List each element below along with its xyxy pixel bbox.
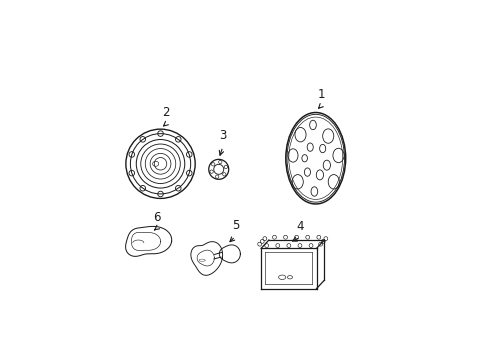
- Text: 1: 1: [317, 89, 325, 102]
- Text: 5: 5: [231, 219, 239, 232]
- Text: 3: 3: [219, 130, 226, 143]
- Text: 6: 6: [153, 211, 161, 224]
- Text: 4: 4: [296, 220, 304, 233]
- Text: 2: 2: [163, 107, 170, 120]
